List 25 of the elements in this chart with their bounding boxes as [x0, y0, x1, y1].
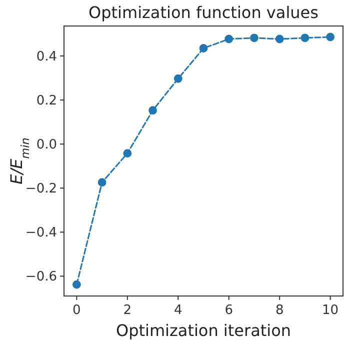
chart-title: Optimization function values	[88, 3, 318, 22]
point	[326, 32, 335, 42]
point	[148, 106, 157, 115]
x-tick-label: 4	[174, 303, 182, 318]
y-tick-label: 0.2	[36, 93, 57, 108]
y-tick-label: −0.2	[25, 182, 57, 197]
x-tick-label: 6	[224, 303, 234, 318]
point	[224, 34, 234, 44]
point	[72, 280, 81, 289]
point	[275, 34, 284, 44]
x-tick-label: 10	[322, 303, 339, 318]
point	[98, 178, 106, 187]
y-tick-label: 0.4	[36, 49, 57, 64]
point	[300, 34, 310, 42]
y-tick-label: 0.0	[36, 138, 57, 153]
y-tick-label: −0.6	[25, 270, 57, 285]
y-tick-label: −0.4	[25, 226, 57, 241]
point	[199, 44, 208, 52]
x-tick-label: 0	[72, 303, 81, 318]
x-tick-label: 2	[123, 303, 132, 318]
point	[123, 149, 132, 158]
x-tick-label: 8	[275, 303, 284, 318]
point	[174, 74, 182, 83]
point	[250, 34, 258, 42]
x-axis-title: Optimization iteration	[116, 321, 292, 340]
